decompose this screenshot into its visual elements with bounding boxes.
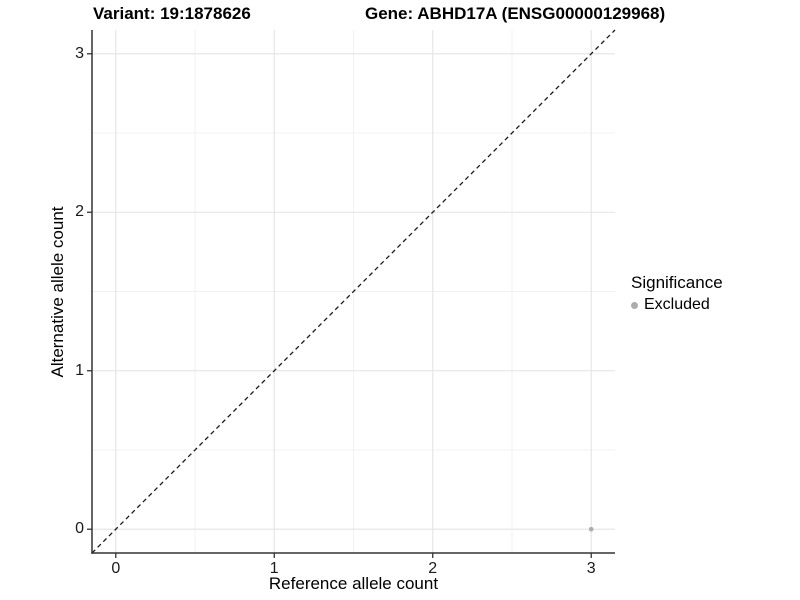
y-tick-label: 0 (75, 520, 84, 538)
y-axis-title: Alternative allele count (48, 206, 67, 378)
x-tick-label: 3 (586, 560, 596, 577)
legend-entry-excluded: Excluded (631, 296, 723, 314)
y-tick-label: 1 (75, 361, 84, 379)
x-tick-label: 2 (428, 560, 438, 577)
plot-panel (87, 29, 616, 558)
legend: Significance Excluded (631, 273, 723, 314)
legend-entry-label: Excluded (644, 296, 710, 313)
legend-title: Significance (631, 273, 723, 292)
gene-title: Gene: ABHD17A (ENSG00000129968) (365, 4, 666, 23)
y-tick-label: 3 (75, 44, 84, 62)
legend-point-icon (631, 301, 638, 309)
x-axis-title: Reference allele count (268, 574, 439, 593)
y-tick-label: 2 (75, 203, 84, 221)
variant-title: Variant: 19:1878626 (93, 4, 251, 23)
x-tick-label: 0 (111, 560, 121, 577)
plot-svg (87, 29, 616, 558)
x-tick-label: 1 (269, 560, 279, 577)
